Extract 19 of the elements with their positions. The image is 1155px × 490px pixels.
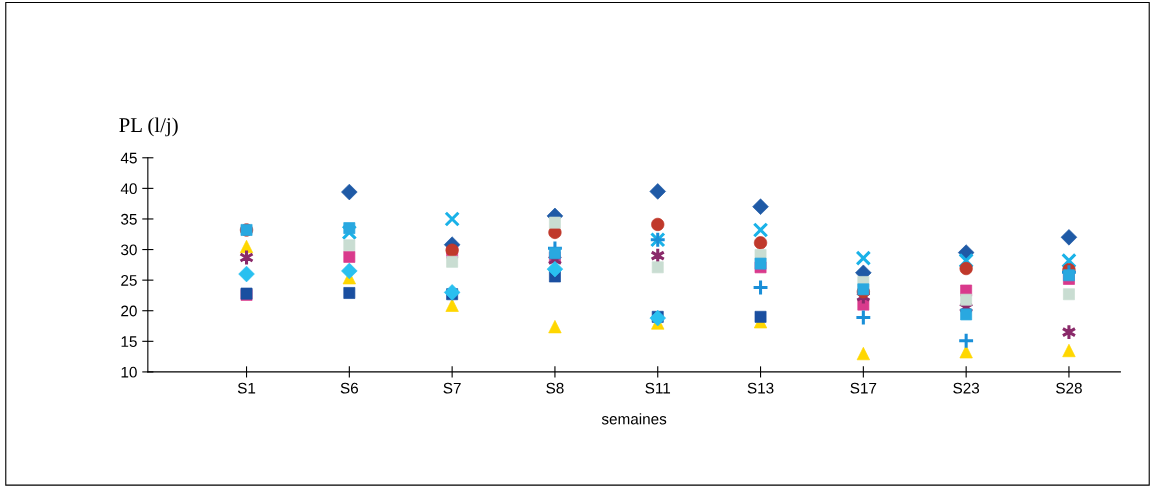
x-axis-title: semaines — [601, 413, 667, 425]
y-tick-label: 35 — [121, 213, 137, 225]
y-axis-title: PL (l/j) — [119, 117, 178, 137]
y-tick-label: 15 — [121, 336, 137, 348]
x-tick-label: S6 — [340, 382, 358, 394]
x-tick-label: S23 — [953, 382, 980, 394]
x-tick-label: S17 — [850, 382, 877, 394]
x-tick-label: S8 — [546, 382, 564, 394]
y-tick-label: 10 — [121, 366, 137, 378]
x-tick-label: S28 — [1056, 382, 1082, 394]
x-tick-label: S13 — [747, 382, 774, 394]
y-tick-label: 30 — [121, 244, 137, 256]
y-tick-label: 40 — [120, 183, 137, 195]
x-tick-label: S11 — [645, 382, 671, 394]
y-tick-label: 20 — [121, 305, 137, 317]
x-tick-label: S1 — [237, 382, 256, 394]
x-tick-label: S7 — [443, 382, 461, 394]
y-tick-label: 25 — [121, 275, 137, 286]
y-tick-label: 45 — [120, 152, 137, 164]
